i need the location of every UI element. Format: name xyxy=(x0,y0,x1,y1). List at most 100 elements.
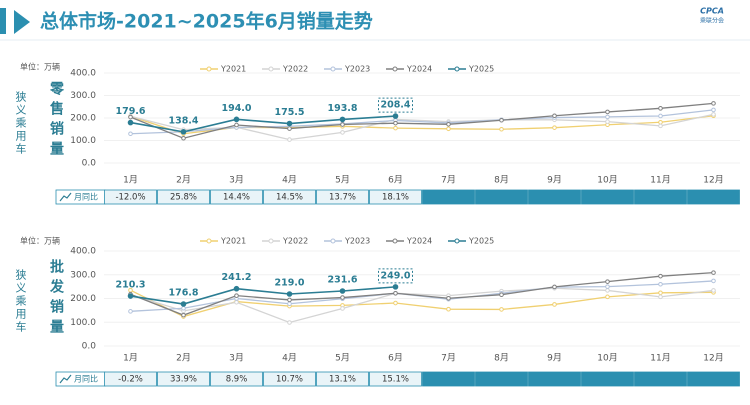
point xyxy=(499,126,504,132)
data-label: 231.6 xyxy=(327,274,357,285)
y-tick-label: 100.0 xyxy=(70,136,96,146)
point xyxy=(339,116,346,123)
y-tick-label: 400.0 xyxy=(70,247,96,257)
y-tick-label: 300.0 xyxy=(70,270,96,280)
legend-label: Y2025 xyxy=(468,237,494,246)
point xyxy=(552,125,557,130)
point xyxy=(499,292,504,298)
data-label: 219.0 xyxy=(274,277,304,288)
point xyxy=(605,109,610,115)
data-label: 175.5 xyxy=(274,107,304,118)
data-label: 176.8 xyxy=(168,288,198,299)
point xyxy=(180,301,187,307)
point xyxy=(286,291,293,297)
legend-marker xyxy=(454,238,460,244)
point xyxy=(658,106,663,111)
point xyxy=(658,281,663,287)
legend-label: Y2022 xyxy=(282,237,308,246)
mom-cell xyxy=(316,189,369,205)
mom-cell xyxy=(157,371,210,387)
point xyxy=(287,137,292,142)
legend-label: Y2025 xyxy=(468,65,494,74)
point xyxy=(393,125,398,131)
point xyxy=(605,284,610,289)
metric-label: 零售销量 xyxy=(48,80,65,161)
x-tick-label: 5月 xyxy=(335,353,350,364)
legend-marker xyxy=(268,66,274,72)
series-line xyxy=(130,102,714,139)
point xyxy=(127,119,134,126)
x-tick-label: 1月 xyxy=(123,353,138,364)
x-tick-label: 9月 xyxy=(547,353,562,364)
mom-cell xyxy=(316,371,369,387)
point xyxy=(605,294,610,300)
legend-label: Y2024 xyxy=(406,237,432,246)
point xyxy=(287,320,292,325)
point xyxy=(234,300,239,305)
legend-label: Y2021 xyxy=(220,237,246,246)
mom-value: 15.1% xyxy=(382,375,409,385)
point xyxy=(340,130,345,135)
mom-value: 10.7% xyxy=(276,375,303,385)
legend-marker xyxy=(392,238,398,244)
x-tick-label: 12月 xyxy=(703,175,723,186)
point xyxy=(234,122,239,128)
point xyxy=(287,126,292,131)
point xyxy=(658,119,663,125)
legend-label: Y2021 xyxy=(220,65,246,74)
mom-cell xyxy=(475,189,528,205)
y-tick-label: 0.0 xyxy=(82,342,97,352)
x-tick-label: 4月 xyxy=(282,175,297,186)
point xyxy=(393,120,398,126)
mom-label: 月同比 xyxy=(74,192,98,202)
x-tick-label: 9月 xyxy=(547,175,562,186)
point xyxy=(658,290,663,296)
x-tick-label: 6月 xyxy=(388,353,403,364)
metric-label: 批发销量 xyxy=(48,258,65,339)
legend-marker xyxy=(206,66,212,72)
mom-cell xyxy=(104,371,157,387)
mom-cell xyxy=(157,189,210,205)
point xyxy=(658,294,663,300)
legend-label: Y2023 xyxy=(344,65,370,74)
legend-marker xyxy=(454,66,460,72)
x-tick-label: 1月 xyxy=(123,175,138,186)
y-tick-label: 100.0 xyxy=(70,318,96,328)
side-label: 狭义乘用车 xyxy=(14,91,27,156)
point xyxy=(552,284,557,290)
mom-cell xyxy=(475,371,528,387)
highlight-box xyxy=(378,268,413,284)
x-tick-label: 4月 xyxy=(282,353,297,364)
mom-cell xyxy=(422,371,475,387)
data-label: 210.3 xyxy=(115,280,145,291)
mom-cell xyxy=(581,189,634,205)
mom-value: -0.2% xyxy=(118,375,143,385)
point xyxy=(552,113,557,119)
mom-icon xyxy=(59,192,72,202)
data-label: 138.4 xyxy=(168,115,198,126)
point xyxy=(180,129,187,135)
legend-marker xyxy=(392,66,398,72)
mom-label: 月同比 xyxy=(74,374,98,384)
slide-title: 总体市场-2021~2025年6月销量走势 xyxy=(40,10,373,33)
series-line xyxy=(130,287,714,324)
x-tick-label: 11月 xyxy=(650,353,670,364)
data-label: 208.4 xyxy=(380,100,410,111)
x-tick-label: 12月 xyxy=(703,353,723,364)
mom-cell xyxy=(528,371,581,387)
mom-cell xyxy=(634,189,687,205)
point xyxy=(658,123,663,129)
side-label: 狭义乘用车 xyxy=(14,269,27,334)
point xyxy=(393,300,398,306)
point xyxy=(446,126,451,132)
mom-value: 25.8% xyxy=(170,193,197,203)
mom-cell xyxy=(369,189,422,205)
point xyxy=(127,293,134,299)
point xyxy=(234,293,239,298)
point xyxy=(128,309,133,314)
x-tick-label: 5月 xyxy=(335,175,350,186)
mom-cell xyxy=(210,371,263,387)
point xyxy=(711,107,716,113)
legend-marker xyxy=(330,66,336,72)
